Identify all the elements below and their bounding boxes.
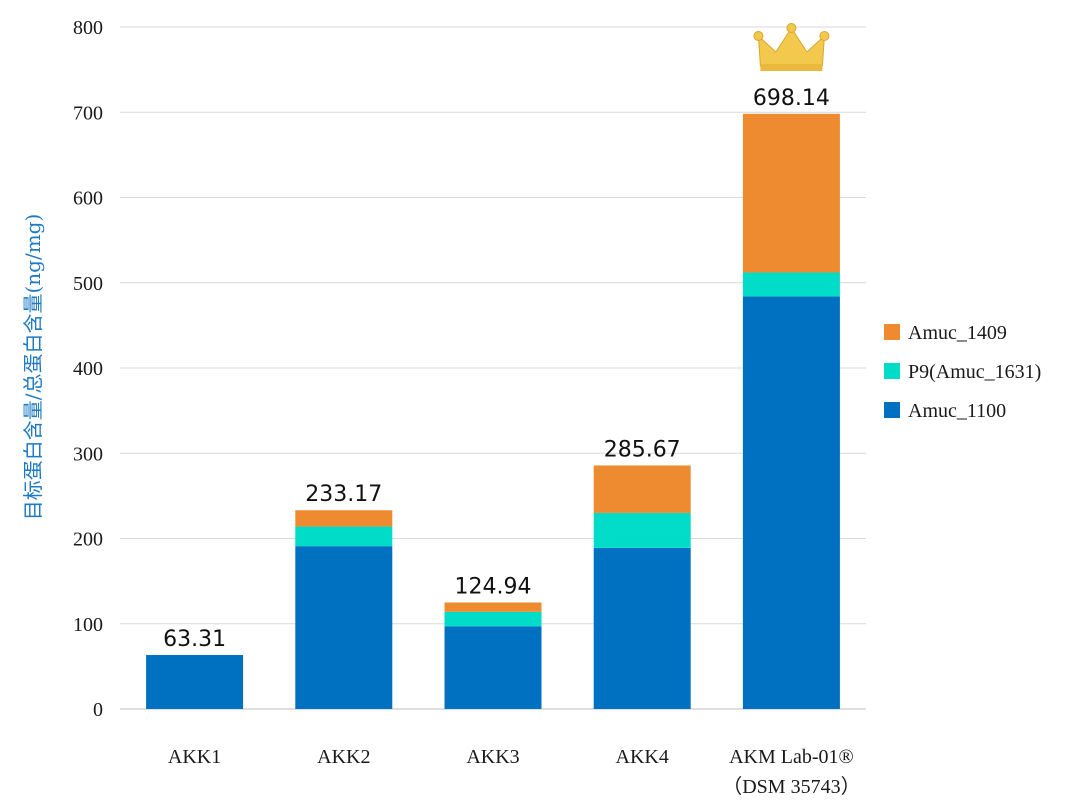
- bar-total-label: 124.94: [455, 574, 532, 599]
- crown-body: [757, 27, 825, 67]
- bar-segment-amuc-1100: [742, 296, 840, 709]
- x-category-label: AKK4: [616, 746, 669, 768]
- y-tick-label: 800: [73, 17, 103, 39]
- bar-segment-p9-amuc-1631-: [295, 526, 393, 547]
- bar-segment-p9-amuc-1631-: [593, 512, 691, 548]
- bar-total-label: 285.67: [604, 437, 681, 462]
- x-category-label: AKK1: [168, 746, 221, 768]
- legend-label: Amuc_1100: [908, 400, 1006, 422]
- bar-total-label: 698.14: [753, 86, 830, 111]
- y-tick-label: 600: [73, 188, 103, 210]
- x-category-label: AKK2: [317, 746, 370, 768]
- bar-segment-amuc-1409: [593, 465, 691, 513]
- x-category-label: AKM Lab-01®: [729, 746, 854, 768]
- y-tick-label: 300: [73, 443, 103, 465]
- bar-segment-p9-amuc-1631-: [444, 611, 542, 627]
- bar-segment-amuc-1100: [593, 547, 691, 709]
- legend: Amuc_1409 P9(Amuc_1631) Amuc_1100: [884, 322, 1041, 422]
- legend-item: P9(Amuc_1631): [884, 361, 1041, 383]
- x-axis-category-labels: AKK1 AKK2 AKK3 AKK4 AKM Lab-01® （DSM 35743）: [168, 746, 861, 798]
- bar-segment-amuc-1409: [742, 113, 840, 273]
- crown-jewel: [786, 23, 797, 33]
- gridlines: [120, 26, 866, 710]
- crown-jewel: [753, 31, 764, 41]
- legend-swatch: [884, 324, 900, 340]
- crown-jewel: [819, 31, 830, 41]
- x-category-label: AKK3: [466, 746, 519, 768]
- bar-total-labels: 63.31 233.17 124.94 285.67 698.14: [163, 86, 830, 652]
- y-tick-label: 200: [73, 529, 103, 551]
- y-tick-label: 400: [73, 358, 103, 380]
- y-axis-ticks: 0 100 200 300 400 500 600 700 800: [73, 17, 103, 721]
- x-category-sublabel: （DSM 35743）: [722, 775, 860, 798]
- legend-label: P9(Amuc_1631): [908, 361, 1041, 383]
- crown-icon: [753, 23, 830, 71]
- legend-swatch: [884, 402, 900, 418]
- y-tick-label: 0: [93, 699, 103, 721]
- legend-item: Amuc_1409: [884, 322, 1007, 344]
- bar-segment-amuc-1100: [146, 655, 244, 709]
- y-axis-title: 目标蛋白含量/总蛋白含量(ng/mg): [21, 214, 45, 521]
- legend-swatch: [884, 363, 900, 379]
- legend-item: Amuc_1100: [884, 400, 1006, 422]
- bar-segment-p9-amuc-1631-: [742, 272, 840, 297]
- bar-total-label: 233.17: [305, 482, 382, 507]
- legend-label: Amuc_1409: [908, 322, 1007, 344]
- bar-segment-amuc-1409: [444, 602, 542, 612]
- bar-total-label: 63.31: [163, 627, 226, 652]
- y-tick-label: 500: [73, 273, 103, 295]
- y-tick-label: 100: [73, 614, 103, 636]
- crown-band: [760, 64, 823, 71]
- bar-segment-amuc-1409: [295, 510, 393, 527]
- y-tick-label: 700: [73, 102, 103, 124]
- bar-segment-amuc-1100: [444, 626, 542, 709]
- bar-segment-amuc-1100: [295, 546, 393, 709]
- bars: [146, 113, 840, 709]
